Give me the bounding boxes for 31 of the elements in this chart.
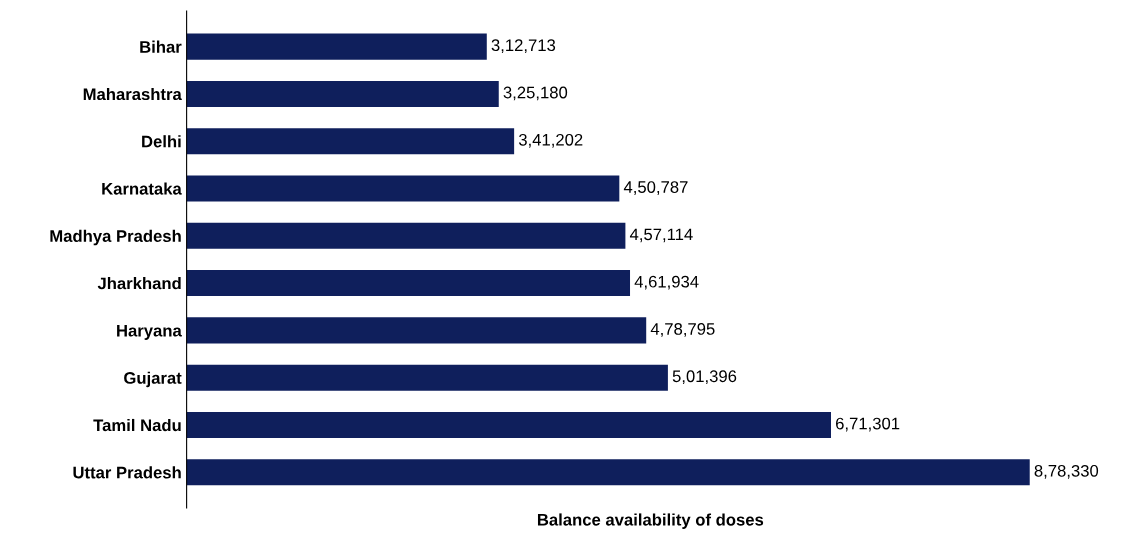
y-tick-label: Bihar (140, 40, 182, 53)
bar (186, 317, 647, 344)
bar (186, 128, 515, 155)
y-tick-label: Tamil Nadu (93, 418, 181, 432)
y-tick-label: Karnataka (102, 182, 182, 195)
y-tick-label: Gujarat (124, 371, 182, 388)
x-axis-title: Balance availability of doses (537, 513, 764, 529)
y-tick-label: Delhi (142, 135, 181, 148)
y-tick-label: Jharkhand (97, 277, 181, 290)
bar (186, 411, 831, 438)
bar (186, 33, 487, 60)
bar (186, 175, 620, 202)
data-label: 5,01,396 (672, 370, 737, 385)
bar (186, 80, 499, 107)
data-label: 3,41,202 (518, 133, 583, 148)
y-tick-label: Maharashtra (83, 87, 182, 101)
data-label: 3,25,180 (503, 86, 568, 101)
data-label: 6,71,301 (836, 417, 900, 432)
y-tick-label: Madhya Pradesh (50, 229, 181, 246)
bar (186, 222, 626, 249)
data-label: 4,50,787 (623, 181, 688, 195)
bar (186, 459, 1030, 486)
bar (186, 364, 668, 391)
y-tick-label: Haryana (117, 324, 182, 340)
data-label: 4,57,114 (629, 228, 693, 243)
y-tick-label: Uttar Pradesh (73, 466, 181, 479)
data-label: 4,78,795 (650, 323, 715, 337)
data-label: 3,12,713 (491, 39, 556, 54)
data-label: 4,61,934 (634, 275, 699, 290)
bar (186, 270, 631, 297)
data-label: 8,78,330 (1034, 464, 1099, 479)
